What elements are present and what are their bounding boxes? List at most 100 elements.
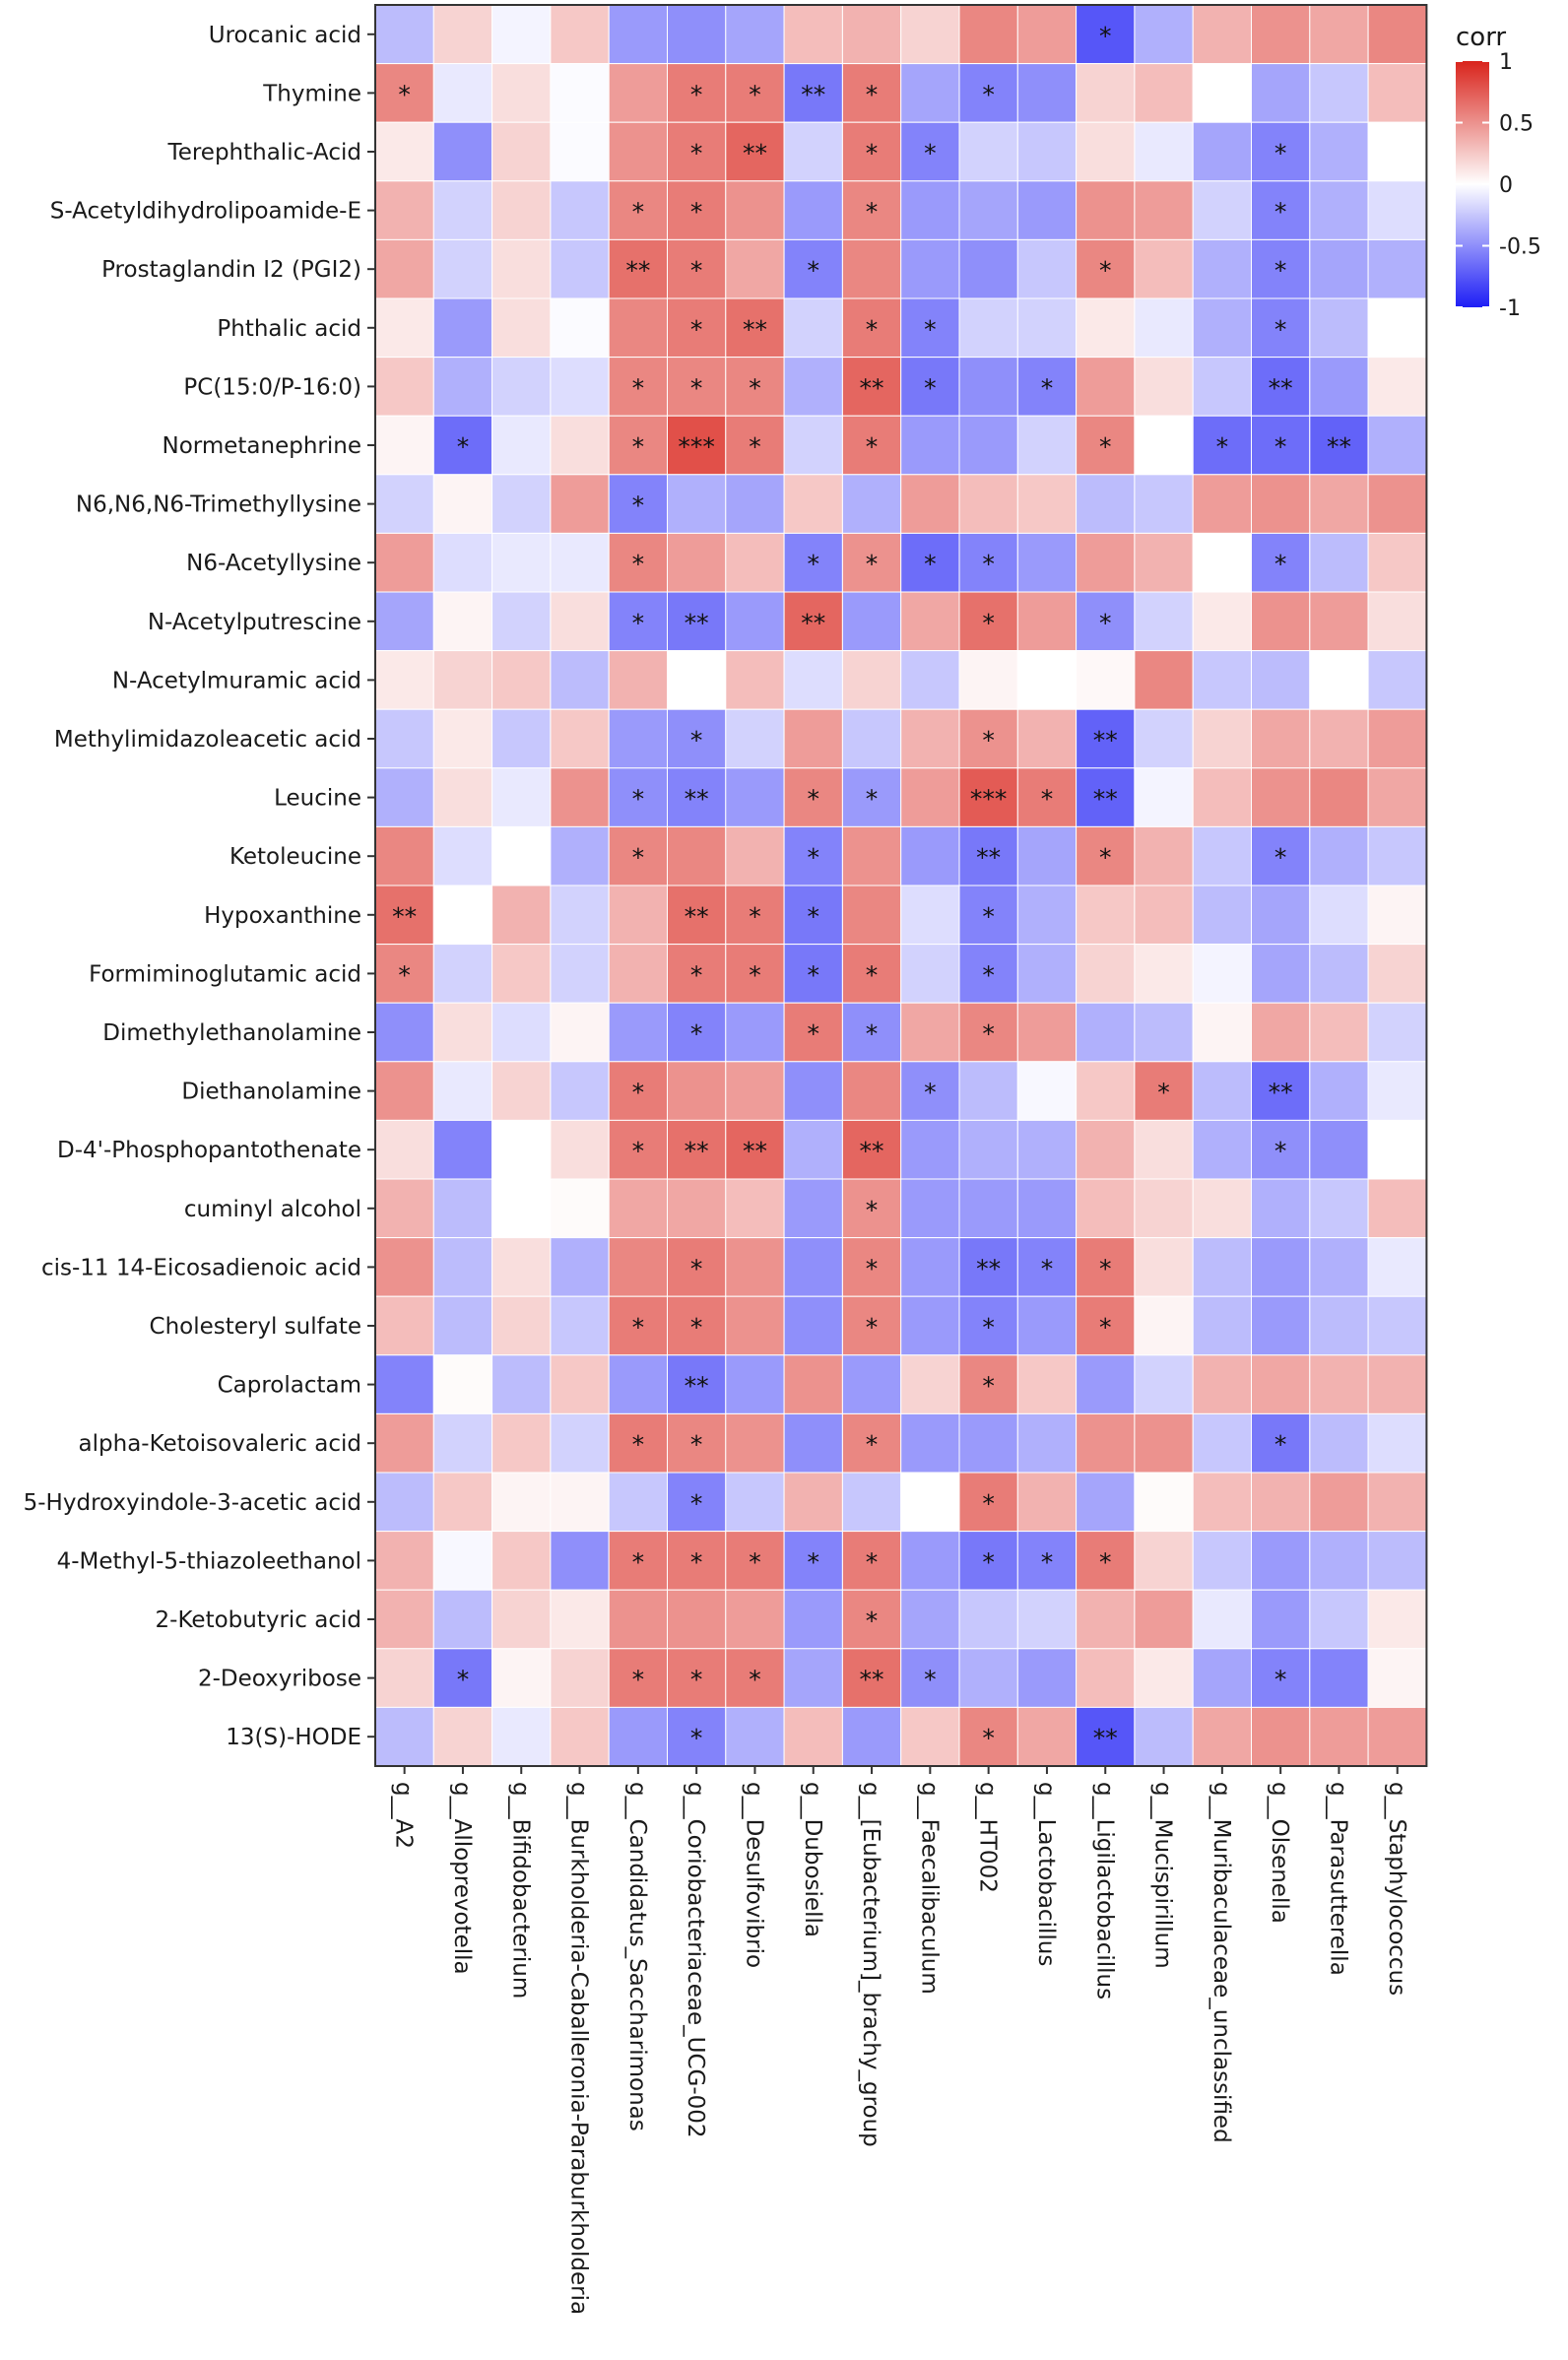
heatmap-cell (958, 1412, 1018, 1474)
heatmap-cell (608, 1531, 669, 1591)
heatmap-cell (1192, 650, 1252, 710)
heatmap-cell (1309, 415, 1369, 476)
significance-star: * (866, 80, 879, 108)
heatmap-cell (1309, 767, 1369, 827)
significance-star: * (632, 843, 645, 872)
heatmap-cell (841, 532, 902, 593)
heatmap-cell (1251, 1061, 1311, 1121)
heatmap-cell (374, 238, 434, 299)
heatmap-cell (491, 1531, 552, 1591)
significance-star: * (632, 1547, 645, 1576)
significance-star: * (690, 1547, 703, 1576)
heatmap-cell (550, 180, 610, 240)
heatmap-cell (841, 944, 902, 1004)
heatmap-cell (725, 238, 785, 299)
row-label: 5-Hydroxyindole-3-acetic acid (24, 1490, 361, 1516)
heatmap-cell (783, 357, 843, 417)
column-label: g__Mucispirillum (1150, 1782, 1176, 1969)
significance-star: * (1274, 198, 1287, 227)
heatmap-cell (900, 1354, 960, 1414)
heatmap-cell (1367, 591, 1427, 652)
heatmap-cell (374, 1295, 434, 1356)
heatmap-cell (725, 1178, 785, 1239)
heatmap-cell (432, 357, 493, 417)
heatmap-cell (491, 4, 552, 65)
heatmap-cell (1016, 1472, 1078, 1533)
significance-star: ** (860, 373, 884, 402)
heatmap-cell (841, 1354, 902, 1414)
heatmap-cell (1016, 1119, 1078, 1180)
heatmap-cell (1309, 1354, 1369, 1414)
heatmap-cell (374, 1061, 434, 1121)
heatmap-cell (783, 1178, 843, 1239)
heatmap-cell (900, 1119, 960, 1180)
plot-panel-border (374, 4, 1428, 1767)
significance-star: * (1099, 1254, 1112, 1282)
significance-star: * (982, 960, 995, 989)
heatmap-cell (374, 825, 434, 886)
heatmap-cell (1076, 1354, 1136, 1414)
significance-star: * (866, 198, 879, 227)
significance-star: * (690, 1724, 703, 1752)
heatmap-cell (900, 1648, 960, 1708)
heatmap-cell (608, 708, 669, 769)
heatmap-cell (1134, 885, 1194, 946)
significance-star: ** (801, 80, 825, 108)
heatmap-cell (1309, 1061, 1369, 1121)
heatmap-cell (667, 1412, 727, 1474)
heatmap-cell (374, 1002, 434, 1063)
row-label: Prostaglandin I2 (PGI2) (101, 257, 361, 283)
heatmap-cell (958, 415, 1018, 476)
heatmap-cell (841, 4, 902, 65)
significance-star: * (1157, 1079, 1170, 1107)
heatmap-cell (1076, 357, 1136, 417)
heatmap-cell (900, 825, 960, 886)
heatmap-cell (725, 944, 785, 1004)
heatmap-cell (958, 238, 1018, 299)
heatmap-cell (1076, 1295, 1136, 1356)
heatmap-cell (1134, 708, 1194, 769)
heatmap-cell (900, 180, 960, 240)
heatmap-cell (1192, 944, 1252, 1004)
legend-ticks: 1 0.5 0 -0.5 -1 (1456, 50, 1541, 321)
heatmap-cell (550, 767, 610, 827)
heatmap-cell (1134, 1295, 1194, 1356)
heatmap-cell (667, 767, 727, 827)
heatmap-cell (1367, 474, 1427, 534)
heatmap-cell (1309, 825, 1369, 886)
heatmap-cell (783, 532, 843, 593)
heatmap-cell (1192, 415, 1252, 476)
heatmap-cell (374, 1412, 434, 1474)
heatmap-cell (725, 767, 785, 827)
heatmap-cell (1192, 121, 1252, 182)
heatmap-cell (841, 474, 902, 534)
heatmap-cell (900, 708, 960, 769)
significance-star: * (1099, 256, 1112, 285)
significance-star: * (982, 902, 995, 931)
significance-star: ** (685, 785, 709, 814)
heatmap-cell (432, 1472, 493, 1533)
significance-star: * (866, 1019, 879, 1048)
heatmap-cell (725, 708, 785, 769)
significance-star: * (982, 80, 995, 108)
heatmap-cell (550, 825, 610, 886)
significance-star: * (398, 80, 411, 108)
heatmap-cell (667, 4, 727, 65)
heatmap-cell (432, 1061, 493, 1121)
significance-star: * (1041, 785, 1054, 814)
significance-star: ** (1093, 785, 1118, 814)
heatmap-cell (1251, 1412, 1311, 1474)
heatmap-cell (900, 1002, 960, 1063)
significance-star: * (924, 139, 937, 167)
heatmap-cell (900, 885, 960, 946)
heatmap-cell (1367, 1002, 1427, 1063)
heatmap-cell (1076, 63, 1136, 123)
significance-star: ** (1327, 432, 1351, 461)
heatmap-cell (1192, 532, 1252, 593)
heatmap-cell (1367, 708, 1427, 769)
heatmap-cell (841, 1237, 902, 1297)
heatmap-cell (1367, 650, 1427, 710)
significance-star: * (690, 256, 703, 285)
heatmap-cell (1076, 532, 1136, 593)
significance-star: * (808, 256, 820, 285)
